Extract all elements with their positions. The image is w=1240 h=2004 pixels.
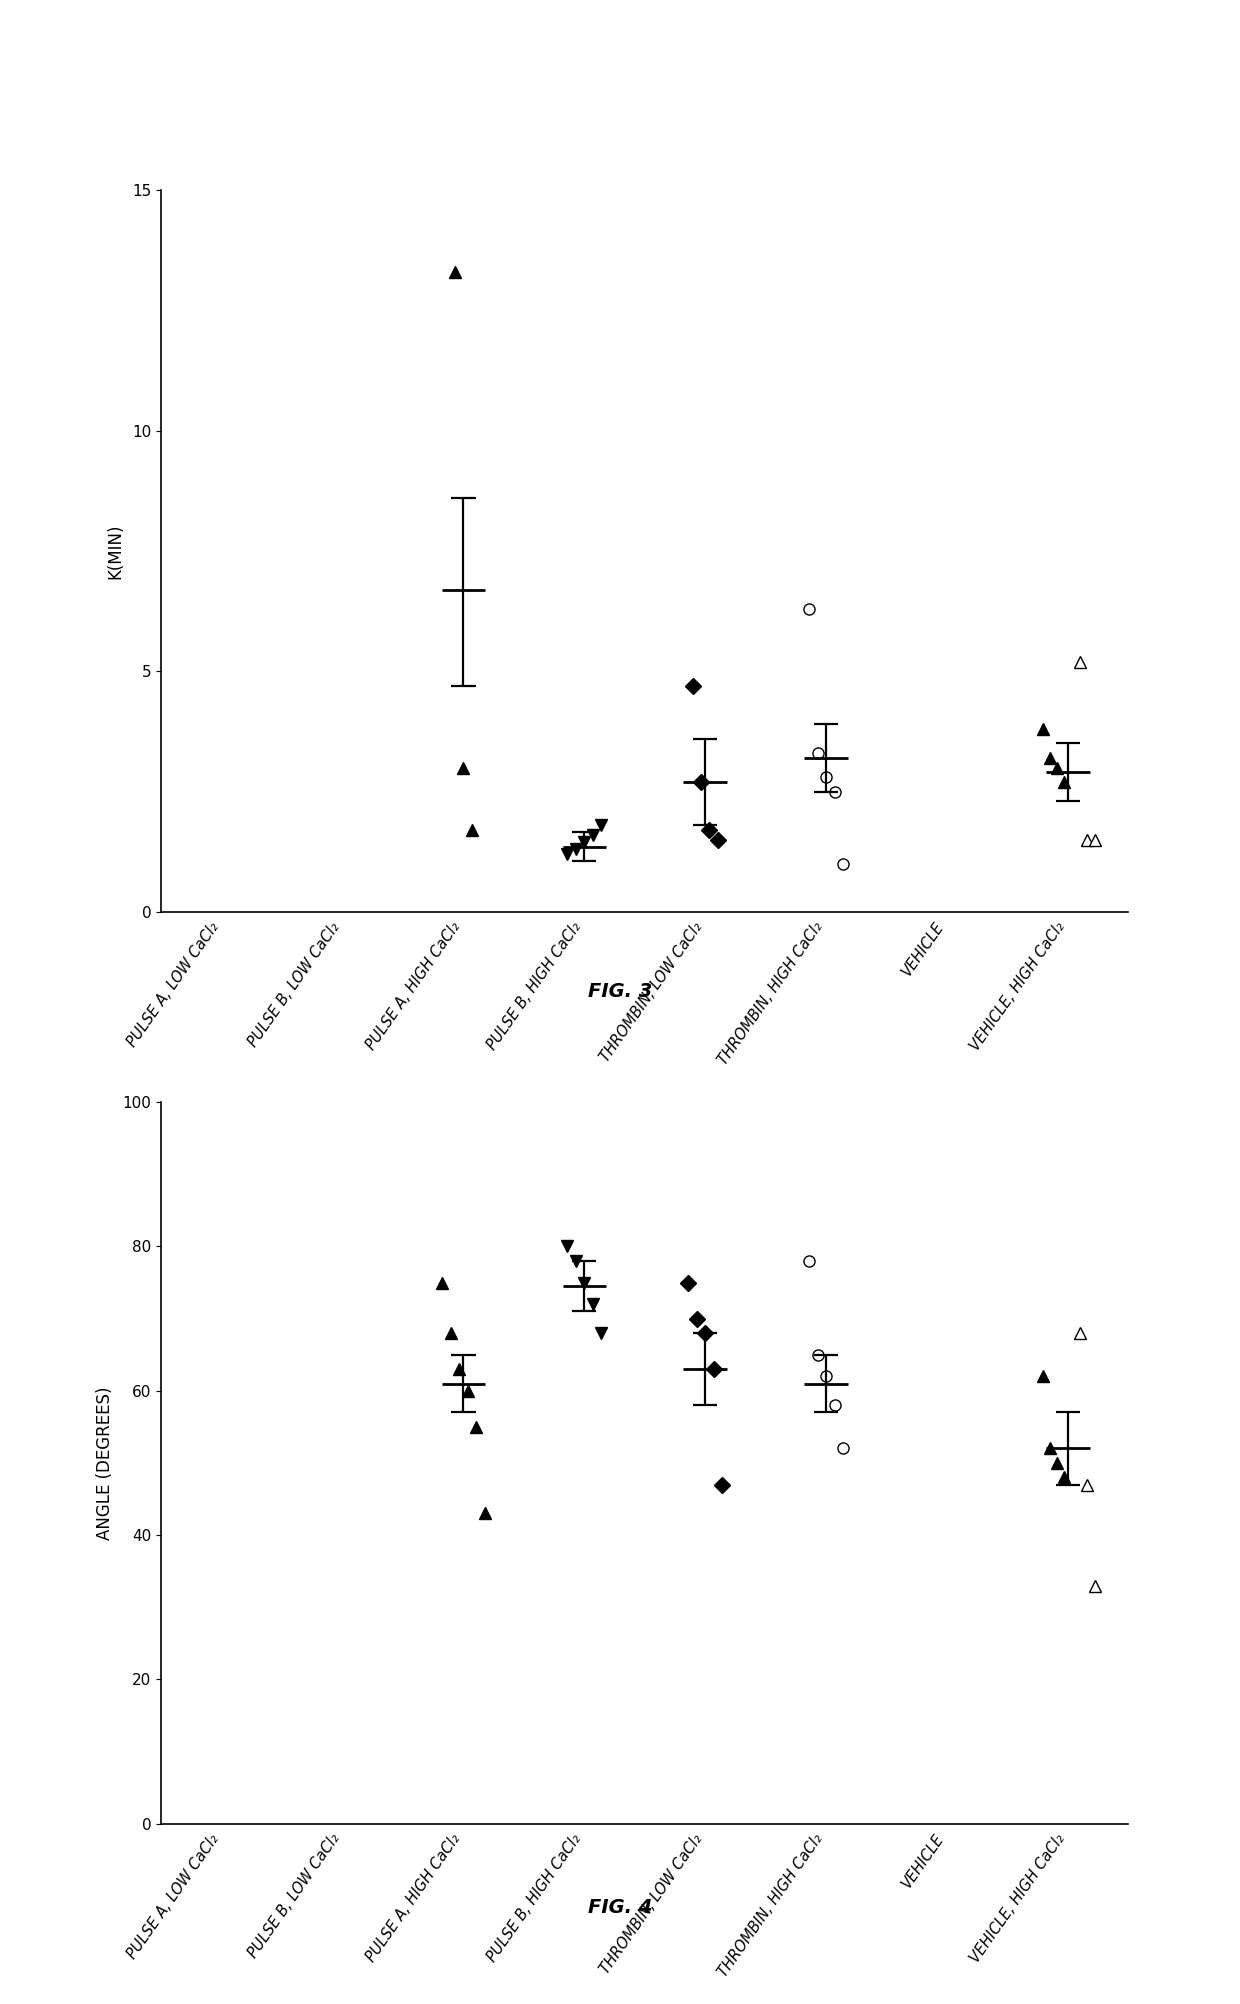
Y-axis label: K(MIN): K(MIN) [105, 523, 124, 579]
Text: FIG. 3: FIG. 3 [588, 982, 652, 1002]
Text: FIG. 4: FIG. 4 [588, 1898, 652, 1918]
Y-axis label: ANGLE (DEGREES): ANGLE (DEGREES) [97, 1387, 114, 1539]
